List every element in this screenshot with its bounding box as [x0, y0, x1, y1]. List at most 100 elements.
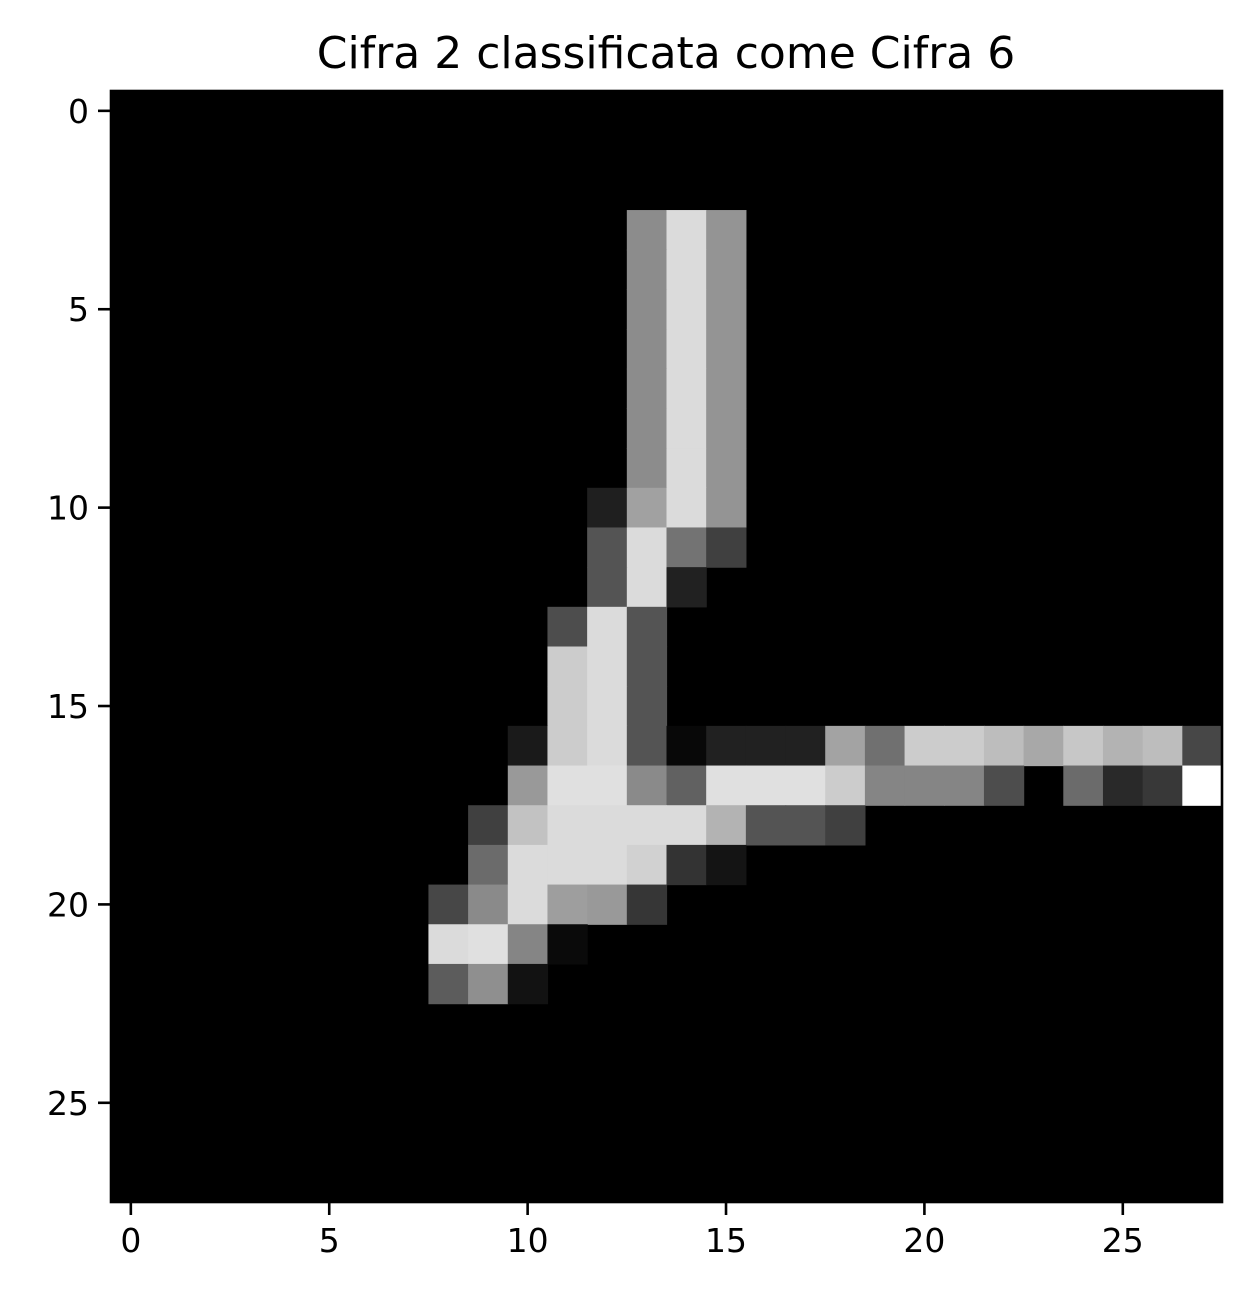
- heatmap-cell: [666, 368, 707, 410]
- heatmap-cell: [666, 844, 707, 886]
- heatmap-cell: [626, 527, 668, 568]
- y-tick-label: 20: [47, 885, 89, 924]
- heatmap-cell: [1023, 725, 1064, 767]
- heatmap-cell: [666, 210, 707, 251]
- heatmap-cell: [587, 527, 628, 568]
- heatmap-cell: [587, 487, 628, 529]
- heatmap-cell: [666, 448, 707, 489]
- heatmap-cell: [547, 844, 588, 886]
- heatmap-cell: [587, 567, 628, 608]
- y-tick-label: 10: [47, 489, 89, 528]
- heatmap-cell: [825, 805, 866, 846]
- heatmap-cell: [547, 765, 588, 806]
- x-tick-label: 0: [120, 1221, 141, 1260]
- heatmap-cell: [626, 368, 668, 410]
- heatmap-cell: [468, 884, 509, 925]
- heatmap-cell: [626, 210, 668, 251]
- heatmap-cell: [785, 765, 826, 806]
- heatmap-cell: [626, 606, 668, 648]
- plot-frame: [109, 89, 1224, 1204]
- heatmap-cell: [626, 805, 668, 846]
- y-tick-label: 15: [47, 687, 89, 726]
- heatmap-cell: [666, 527, 707, 568]
- heatmap-cell: [428, 884, 469, 925]
- y-tick-label: 5: [68, 290, 89, 329]
- heatmap-cell: [547, 924, 588, 965]
- x-tick-label: 10: [507, 1221, 549, 1260]
- heatmap-cell: [587, 765, 628, 806]
- heatmap-cell: [745, 765, 787, 806]
- heatmap-cell: [507, 844, 549, 886]
- heatmap-cell: [507, 884, 549, 925]
- heatmap-cell: [428, 924, 469, 965]
- heatmap-cell: [587, 844, 628, 886]
- chart-title: Cifra 2 classificata come Cifra 6: [317, 28, 1015, 79]
- y-tick-label: 0: [68, 92, 89, 131]
- heatmap-cell: [706, 329, 747, 370]
- heatmap-cell: [587, 686, 628, 727]
- heatmap-cell: [706, 805, 747, 846]
- heatmap-cell: [587, 646, 628, 687]
- heatmap-cell: [666, 329, 707, 370]
- heatmap-cell: [468, 805, 509, 846]
- heatmap-cell: [1102, 765, 1144, 806]
- heatmap-cell: [745, 725, 787, 767]
- heatmap-cell: [626, 329, 668, 370]
- heatmap-cell: [626, 725, 668, 767]
- x-tick-label: 25: [1102, 1221, 1144, 1260]
- heatmap-cell: [626, 289, 668, 330]
- heatmap-cell: [587, 725, 628, 767]
- heatmap-cell: [983, 765, 1025, 806]
- heatmap-cell: [944, 765, 985, 806]
- heatmap-cell: [626, 686, 668, 727]
- heatmap-cell: [666, 249, 707, 290]
- heatmap-pixels: [111, 91, 1223, 1202]
- heatmap-cell: [626, 567, 668, 608]
- heatmap-cell: [626, 249, 668, 290]
- y-axis: 0 5 10 15 20 25: [47, 92, 111, 1123]
- x-tick-label: 15: [705, 1221, 747, 1260]
- heatmap-cell: [547, 884, 588, 925]
- y-tick-label: 25: [47, 1084, 89, 1123]
- heatmap-cell: [785, 805, 826, 846]
- heatmap-cell: [1182, 765, 1223, 806]
- x-tick-label: 20: [903, 1221, 945, 1260]
- heatmap-cell: [626, 646, 668, 687]
- heatmap-cell: [666, 487, 707, 529]
- heatmap-cell: [666, 725, 707, 767]
- heatmap-cell: [547, 606, 588, 648]
- heatmap-cell: [507, 805, 549, 846]
- heatmap-cell: [507, 765, 549, 806]
- heatmap-cell: [864, 725, 906, 767]
- heatmap-cell: [706, 725, 747, 767]
- heatmap-cell: [825, 765, 866, 806]
- heatmap-cell: [666, 289, 707, 330]
- heatmap-cell: [626, 844, 668, 886]
- heatmap-cell: [626, 448, 668, 489]
- heatmap-cell: [1142, 725, 1183, 767]
- heatmap-cell: [1182, 725, 1223, 767]
- heatmap-cell: [1142, 765, 1183, 806]
- heatmap-cell: [468, 963, 509, 1005]
- heatmap-cell: [706, 289, 747, 330]
- heatmap-cell: [587, 606, 628, 648]
- heatmap-cell: [944, 725, 985, 767]
- heatmap-cell: [666, 408, 707, 449]
- heatmap-cell: [983, 725, 1025, 767]
- heatmap-cell: [547, 805, 588, 846]
- heatmap-cell: [785, 725, 826, 767]
- heatmap-cell: [547, 686, 588, 727]
- heatmap-cell: [666, 765, 707, 806]
- heatmap-cell: [825, 725, 866, 767]
- heatmap-cell: [1102, 725, 1144, 767]
- heatmap-cell: [626, 884, 668, 925]
- heatmap-cell: [587, 805, 628, 846]
- heatmap-cell: [626, 487, 668, 529]
- heatmap-cell: [706, 368, 747, 410]
- heatmap-cell: [507, 725, 549, 767]
- heatmap-cell: [745, 805, 787, 846]
- heatmap-cell: [587, 884, 628, 925]
- heatmap-cell: [706, 448, 747, 489]
- heatmap-cell: [706, 765, 747, 806]
